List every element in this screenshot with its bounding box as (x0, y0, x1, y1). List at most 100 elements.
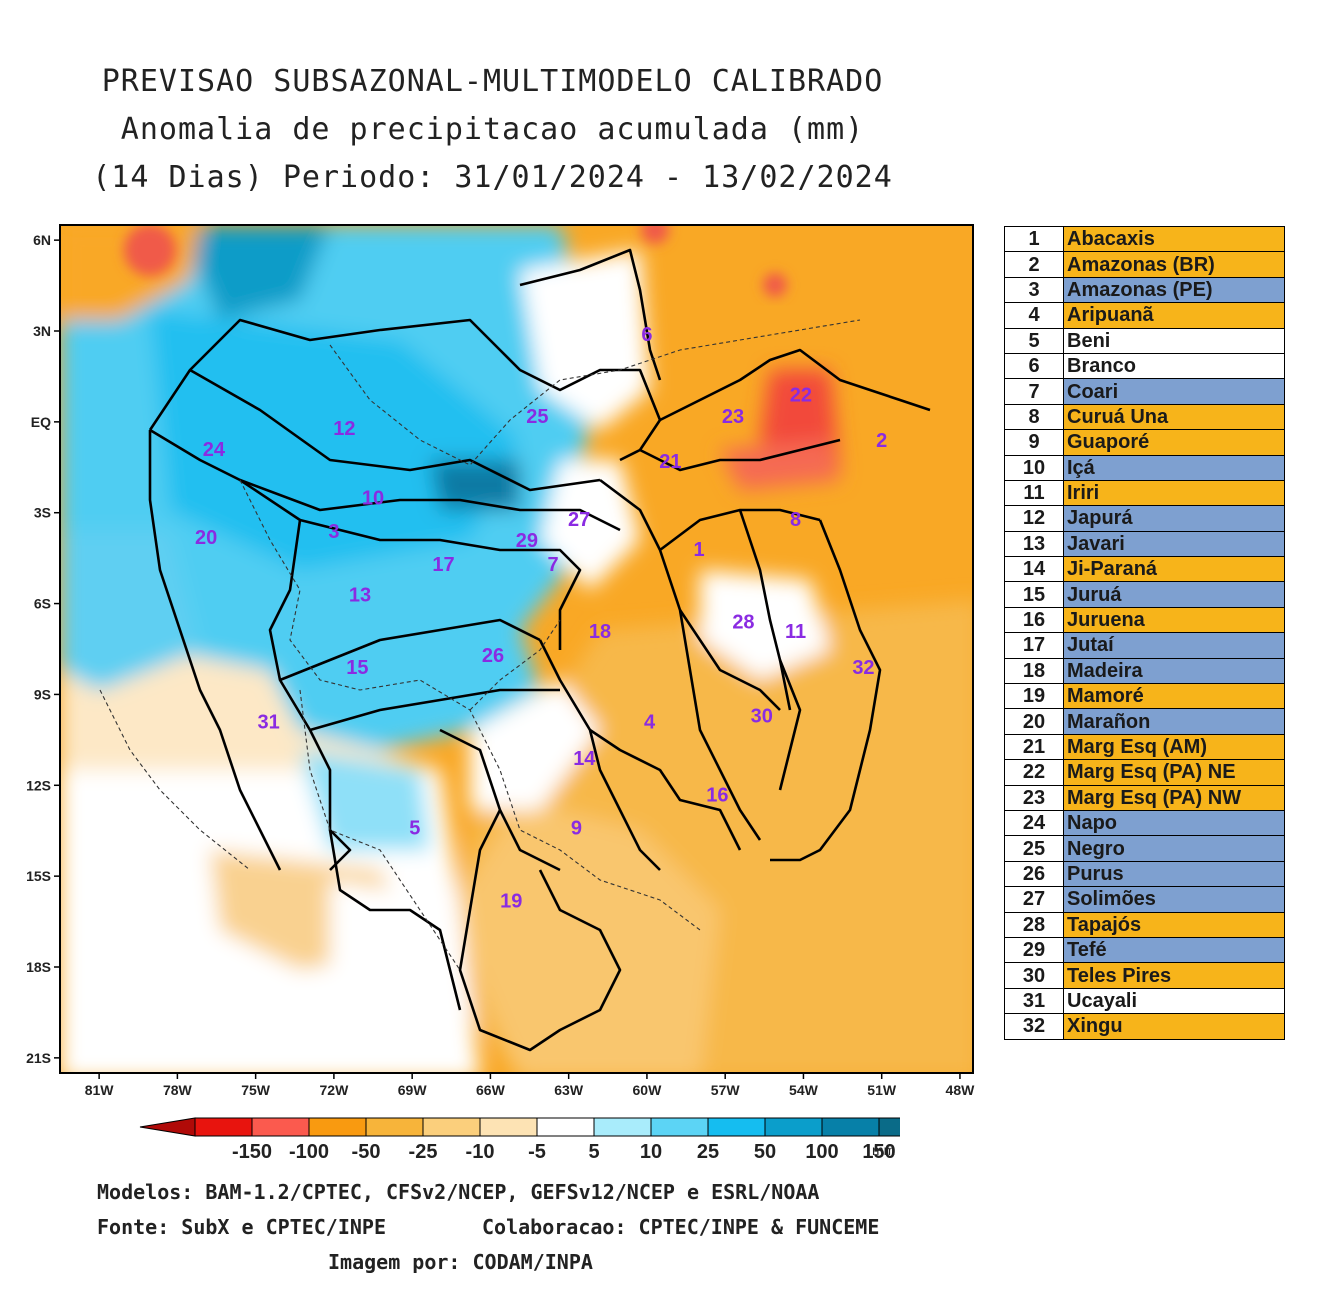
colorbar-label: -25 (409, 1141, 438, 1163)
lat-label: 9S (34, 686, 51, 702)
legend-number: 1 (1004, 225, 1064, 253)
legend-number: 8 (1004, 403, 1064, 431)
basin-number-19: 19 (500, 890, 522, 912)
legend-basin-name: Marg Esq (PA) NE (1063, 759, 1285, 786)
colorbar-label: 25 (697, 1141, 719, 1163)
legend-number: 11 (1004, 479, 1064, 507)
basin-number-25: 25 (526, 406, 548, 428)
legend-row: 28 Tapajós (1004, 911, 1285, 938)
basin-number-10: 10 (362, 488, 384, 510)
legend-basin-name: Madeira (1063, 657, 1285, 685)
legend-basin-name: Amazonas (PE) (1063, 276, 1285, 304)
lon-label: 78W (163, 1082, 193, 1098)
legend-number: 14 (1004, 556, 1064, 583)
lon-label: 75W (241, 1082, 271, 1098)
legend-row: 19 Mamoré (1004, 683, 1285, 710)
legend-basin-name: Aripuanã (1063, 302, 1285, 329)
lon-label: 66W (476, 1082, 506, 1098)
basin-number-24: 24 (203, 439, 226, 461)
colorbar-segment (821, 1117, 880, 1137)
legend-row: 5 Beni (1004, 327, 1285, 354)
legend-number: 15 (1004, 581, 1064, 608)
legend-row: 4 Aripuanã (1004, 302, 1285, 329)
basin-number-20: 20 (195, 527, 217, 549)
lon-label: 69W (398, 1082, 428, 1098)
legend-row: 14 Ji-Paraná (1004, 556, 1285, 583)
legend-row: 1 Abacaxis (1004, 225, 1285, 253)
lon-label: 57W (711, 1082, 741, 1098)
legend-row: 25 Negro (1004, 835, 1285, 862)
legend-row: 29 Tefé (1004, 936, 1285, 964)
legend-number: 18 (1004, 657, 1064, 685)
legend-number: 6 (1004, 352, 1064, 380)
legend-row: 17 Jutaí (1004, 632, 1285, 659)
colorbar-label: 10 (640, 1141, 662, 1163)
legend-basin-name: Juruena (1063, 606, 1285, 634)
colorbar-label: 100 (805, 1141, 838, 1163)
basin-number-6: 6 (641, 324, 652, 346)
legend-basin-name: Beni (1063, 327, 1285, 354)
colorbar-segment (365, 1117, 424, 1137)
legend-number: 4 (1004, 302, 1064, 329)
legend-basin-name: Guaporé (1063, 429, 1285, 456)
map-frame (59, 224, 974, 1074)
legend-row: 23 Marg Esq (PA) NW (1004, 784, 1285, 811)
legend-row: 26 Purus (1004, 860, 1285, 888)
credit-collaboration: Colaboracao: CPTEC/INPE & FUNCEME (482, 1215, 880, 1239)
map-subtitle: Anomalia de precipitacao acumulada (mm) (120, 112, 865, 147)
legend-number: 2 (1004, 251, 1064, 278)
legend-basin-name: Napo (1063, 809, 1285, 837)
basin-number-32: 32 (852, 657, 874, 679)
colorbar-label: -50 (352, 1141, 381, 1163)
lon-label: 60W (633, 1082, 663, 1098)
basin-number-21: 21 (659, 451, 681, 473)
lat-label: 15S (26, 868, 51, 884)
colorbar-segment (650, 1117, 709, 1137)
basin-number-14: 14 (573, 748, 596, 770)
basin-number-1: 1 (694, 539, 705, 561)
legend-number: 7 (1004, 378, 1064, 405)
legend-basin-name: Marañon (1063, 708, 1285, 735)
legend-basin-name: Xingu (1063, 1013, 1285, 1040)
colorbar-label: -5 (528, 1141, 546, 1163)
colorbar-segment (593, 1117, 652, 1137)
lon-label: 63W (554, 1082, 584, 1098)
legend-number: 19 (1004, 683, 1064, 710)
colorbar-segment (707, 1117, 766, 1137)
legend-basin-name: Abacaxis (1063, 225, 1285, 253)
legend-row: 20 Marañon (1004, 708, 1285, 735)
legend-basin-name: Javari (1063, 530, 1285, 558)
lat-label: 21S (26, 1050, 51, 1066)
credit-source: Fonte: SubX e CPTEC/INPE (97, 1215, 386, 1239)
legend-number: 16 (1004, 606, 1064, 634)
colorbar-low-end (139, 1117, 196, 1137)
lon-label: 48W (946, 1082, 976, 1098)
legend-basin-name: Tefé (1063, 936, 1285, 964)
basin-number-13: 13 (349, 584, 371, 606)
lon-label: 81W (85, 1082, 115, 1098)
basin-number-23: 23 (722, 406, 744, 428)
legend-row: 2 Amazonas (BR) (1004, 251, 1285, 278)
legend-row: 10 Içá (1004, 454, 1285, 481)
basin-number-28: 28 (732, 612, 754, 634)
legend-basin-name: Ji-Paraná (1063, 556, 1285, 583)
colorbar-segment (251, 1117, 310, 1137)
credit-models: Modelos: BAM-1.2/CPTEC, CFSv2/NCEP, GEFS… (97, 1180, 820, 1204)
legend-row: 8 Curuá Una (1004, 403, 1285, 431)
legend-row: 11 Iriri (1004, 479, 1285, 507)
basin-number-7: 7 (547, 554, 558, 576)
colorbar-label: -150 (232, 1141, 272, 1163)
legend-basin-name: Branco (1063, 352, 1285, 380)
basin-number-22: 22 (790, 385, 812, 407)
legend-row: 15 Juruá (1004, 581, 1285, 608)
legend-row: 32 Xingu (1004, 1013, 1285, 1040)
legend-basin-name: Tapajós (1063, 911, 1285, 938)
colorbar-label: 150 (862, 1141, 895, 1163)
legend-basin-name: Mamoré (1063, 683, 1285, 710)
legend-row: 13 Javari (1004, 530, 1285, 558)
basin-number-16: 16 (706, 784, 728, 806)
basin-number-4: 4 (644, 712, 656, 734)
legend-row: 30 Teles Pires (1004, 962, 1285, 989)
basin-number-29: 29 (516, 530, 538, 552)
basin-number-12: 12 (333, 418, 355, 440)
